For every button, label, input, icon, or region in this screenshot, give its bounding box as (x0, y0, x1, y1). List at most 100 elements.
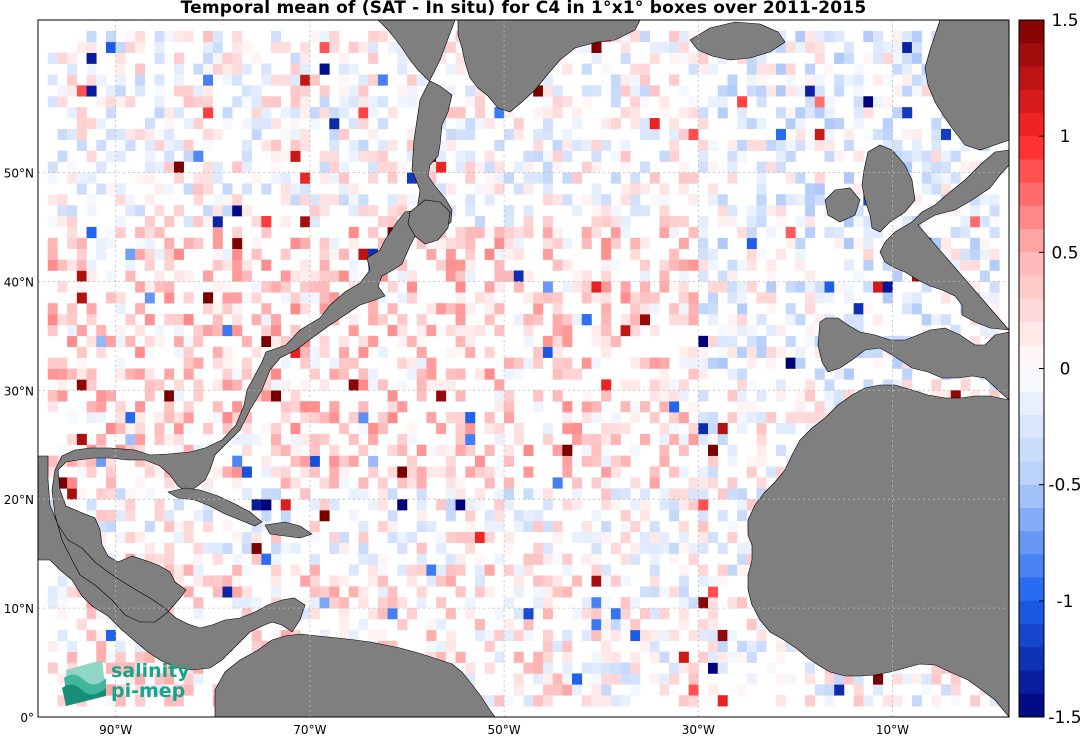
data-cell (241, 63, 252, 75)
data-cell (339, 542, 350, 554)
data-cell (678, 128, 689, 141)
data-cell (164, 183, 175, 195)
data-cell (319, 172, 330, 184)
data-cell (212, 41, 223, 53)
data-cell (57, 695, 68, 707)
data-cell (688, 542, 699, 554)
data-cell (222, 324, 233, 337)
data-cell (212, 324, 223, 337)
data-cell (455, 422, 466, 435)
data-cell (96, 510, 107, 522)
data-cell (494, 303, 505, 315)
data-cell (455, 477, 466, 489)
data-cell (707, 586, 718, 598)
data-cell (775, 673, 786, 685)
data-cell (368, 172, 379, 184)
data-cell (203, 30, 214, 43)
data-cell (115, 531, 126, 544)
data-cell (348, 96, 359, 108)
data-cell (960, 259, 971, 271)
data-cell (445, 466, 456, 478)
data-cell (474, 216, 485, 228)
data-cell (494, 270, 505, 282)
data-cell (309, 553, 320, 565)
data-cell (115, 96, 126, 108)
data-cell (96, 640, 107, 652)
data-cell (504, 390, 515, 402)
data-cell (504, 564, 515, 576)
data-cell (125, 673, 136, 685)
data-cell (805, 41, 816, 53)
data-cell (640, 118, 651, 130)
data-cell (620, 324, 631, 337)
graticule (38, 20, 1009, 717)
data-cell (775, 379, 786, 391)
data-cell (630, 629, 641, 642)
data-cell (144, 118, 155, 130)
data-cell (445, 107, 456, 119)
data-cell (135, 237, 146, 250)
data-cell (232, 226, 243, 239)
data-cell (164, 673, 175, 685)
data-cell (222, 412, 233, 424)
data-cell (805, 662, 816, 674)
colorbar-tick-label: -1 (1057, 592, 1074, 612)
data-cell (843, 128, 854, 141)
data-cell (115, 63, 126, 75)
data-cell (552, 346, 563, 358)
data-cell (290, 183, 301, 195)
data-cell (707, 640, 718, 652)
data-cell (319, 96, 330, 108)
data-cell (232, 412, 243, 424)
data-cell (319, 161, 330, 173)
data-cell (737, 346, 748, 358)
data-cell (552, 139, 563, 151)
data-cell (193, 575, 204, 587)
data-cell (426, 466, 437, 478)
colorbar-segment (1019, 414, 1044, 439)
data-cell (465, 194, 476, 206)
data-cell (678, 357, 689, 369)
data-cell (805, 379, 816, 391)
data-cell (581, 226, 592, 239)
data-cell (523, 444, 534, 456)
data-cell (397, 292, 408, 304)
data-cell (348, 564, 359, 576)
data-cell (950, 259, 961, 271)
data-cell (232, 531, 243, 544)
data-cell (513, 629, 524, 642)
data-cell (57, 390, 68, 402)
data-cell (135, 30, 146, 43)
data-cell (688, 314, 699, 326)
data-cell (329, 455, 340, 467)
data-cell (241, 161, 252, 173)
data-cell (542, 118, 553, 130)
data-cell (863, 346, 874, 358)
data-cell (591, 597, 602, 609)
data-cell (630, 63, 641, 75)
data-cell (659, 259, 670, 271)
data-cell (164, 542, 175, 554)
data-cell (105, 107, 116, 119)
data-cell (232, 466, 243, 478)
data-cell (581, 553, 592, 565)
data-cell (834, 226, 845, 239)
data-cell (212, 303, 223, 315)
data-cell (814, 96, 825, 108)
data-cell (659, 216, 670, 228)
data-cell (513, 314, 524, 326)
data-cell (727, 161, 738, 173)
data-cell (678, 161, 689, 173)
data-cell (183, 520, 194, 533)
data-cell (504, 629, 515, 642)
data-cell (620, 30, 631, 43)
data-cell (542, 150, 553, 162)
data-cell (358, 85, 369, 97)
data-cell (756, 412, 767, 424)
data-cell (610, 488, 621, 500)
data-cell (630, 662, 641, 674)
data-cell (678, 542, 689, 554)
data-cell (358, 368, 369, 380)
data-cell (465, 433, 476, 446)
data-cell (348, 118, 359, 130)
